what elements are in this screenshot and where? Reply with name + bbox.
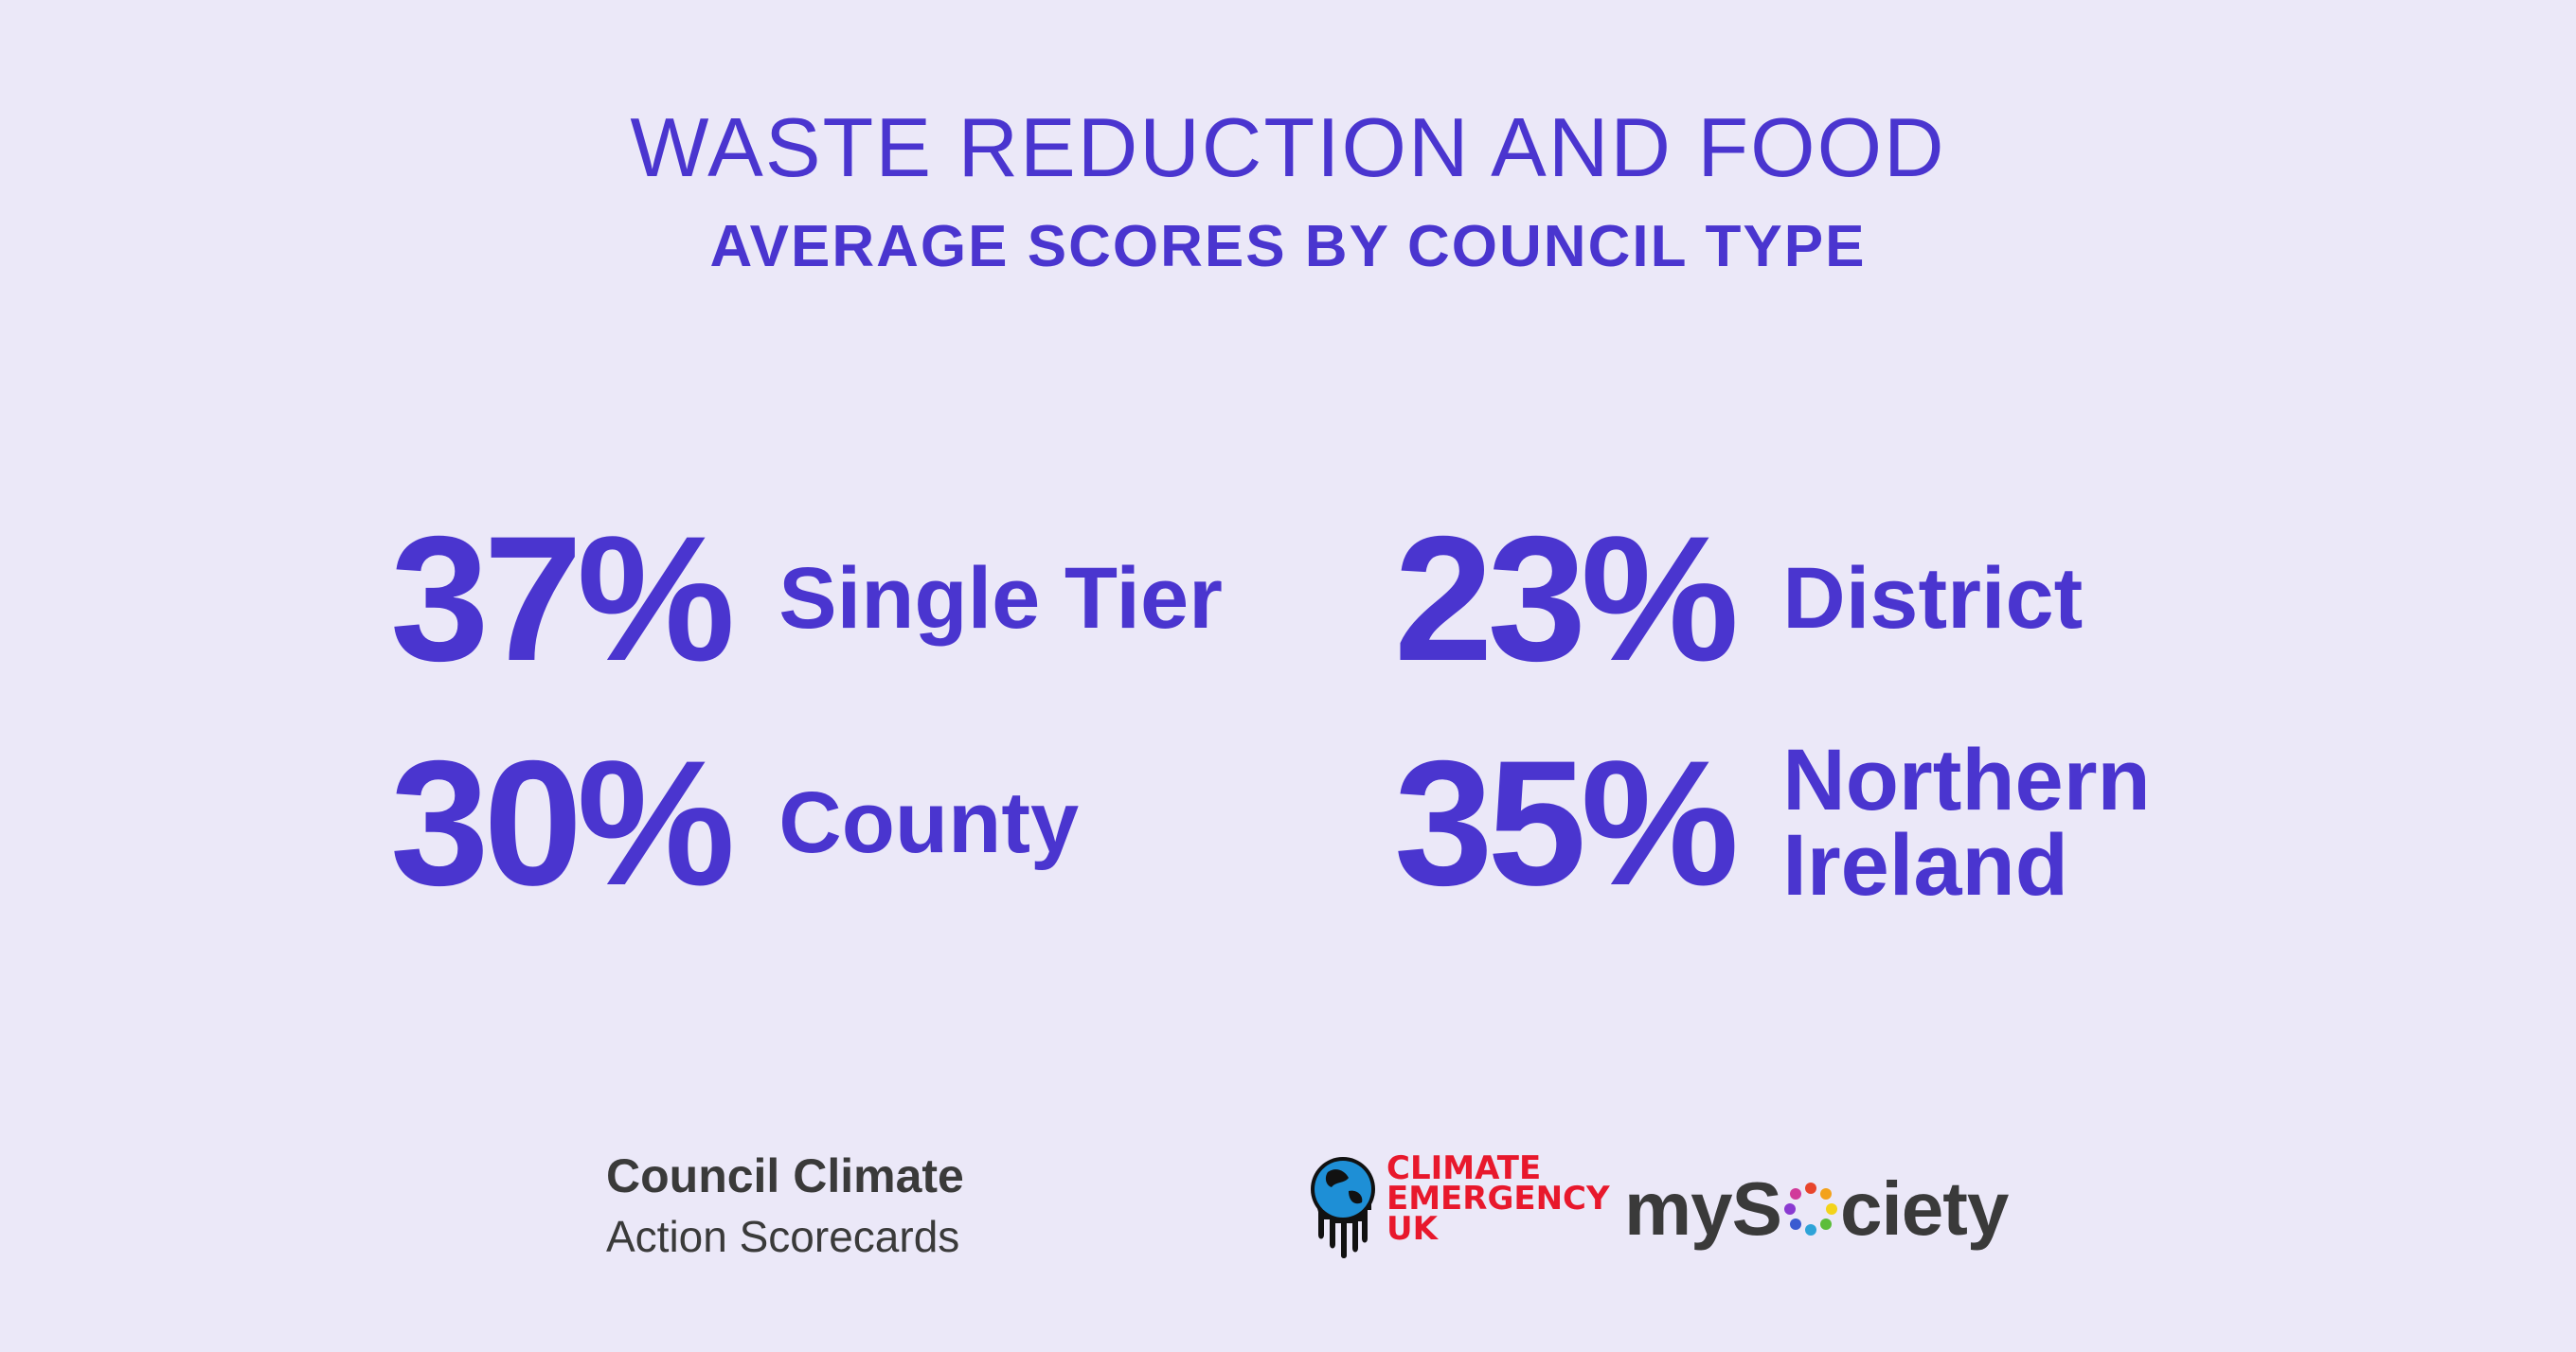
- page-title: WASTE REDUCTION AND FOOD: [630, 100, 1946, 194]
- brand-line-1: Council Climate: [606, 1149, 964, 1202]
- mysociety-prefix: myS: [1624, 1166, 1782, 1251]
- ceuk-line-1: CLIMATE: [1386, 1149, 1542, 1187]
- mysociety-suffix: ciety: [1839, 1166, 2009, 1251]
- stat-label: Northern Ireland: [1782, 732, 2151, 914]
- ceuk-wordmark: CLIMATE EMERGENCY UK: [1386, 1149, 1610, 1248]
- colored-dots-ring-icon: [1783, 1183, 1837, 1236]
- page-subtitle: AVERAGE SCORES BY COUNCIL TYPE: [709, 214, 1867, 279]
- climate-emergency-uk-logo: CLIMATE EMERGENCY UK: [1307, 1149, 1610, 1259]
- stat-label: Single Tier: [778, 550, 1223, 647]
- brand-line-2: Action Scorecards: [606, 1212, 960, 1261]
- ceuk-line-3: UK: [1386, 1210, 1438, 1248]
- ceuk-line-2: EMERGENCY: [1386, 1180, 1610, 1218]
- stat-label: District: [1782, 550, 2084, 647]
- stat-county: 30% County: [390, 734, 1079, 912]
- council-climate-brand: Council Climate Action Scorecards: [606, 1146, 964, 1267]
- stat-value: 23%: [1394, 499, 1739, 698]
- stat-single-tier: 37% Single Tier: [390, 509, 1223, 687]
- stat-district: 23% District: [1394, 509, 2083, 687]
- mysociety-logo: myS ciety: [1624, 1166, 2009, 1252]
- stat-value: 30%: [390, 723, 735, 922]
- stat-label: County: [778, 774, 1080, 871]
- stat-value: 35%: [1394, 723, 1739, 922]
- stat-northern-ireland: 35% Northern Ireland: [1394, 734, 2151, 912]
- melting-globe-icon: [1311, 1157, 1375, 1258]
- stat-value: 37%: [390, 499, 735, 698]
